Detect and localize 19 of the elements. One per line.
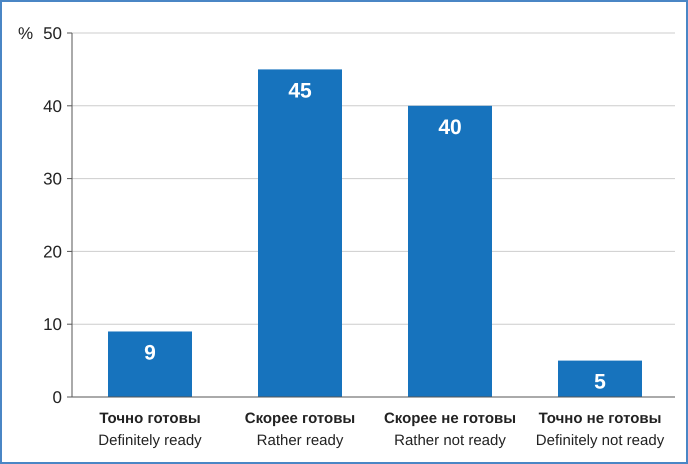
bar bbox=[108, 331, 192, 397]
y-tick-label: 20 bbox=[43, 242, 62, 262]
bar bbox=[408, 106, 492, 397]
bar bbox=[558, 360, 642, 397]
y-tick-label: 10 bbox=[43, 315, 62, 334]
y-tick-label: 40 bbox=[43, 96, 62, 116]
data-label: 5 bbox=[594, 370, 606, 394]
x-tick-label: Точно готовы Definitely ready bbox=[98, 410, 202, 449]
y-tick-label: 50 bbox=[43, 24, 62, 43]
data-label: 45 bbox=[288, 79, 312, 102]
x-tick-label: Точно не готовы Definitely not ready bbox=[536, 410, 665, 449]
y-axis-title: % bbox=[18, 24, 34, 43]
data-label: 40 bbox=[438, 116, 462, 139]
y-tick-label: 30 bbox=[43, 170, 62, 189]
y-tick-label: 0 bbox=[52, 388, 62, 407]
data-label: 9 bbox=[144, 341, 156, 364]
x-tick-label: Скорее не готовы Rather not ready bbox=[384, 410, 516, 449]
x-tick-label: Скорее готовы Rather ready bbox=[244, 410, 356, 449]
bar bbox=[258, 69, 342, 397]
